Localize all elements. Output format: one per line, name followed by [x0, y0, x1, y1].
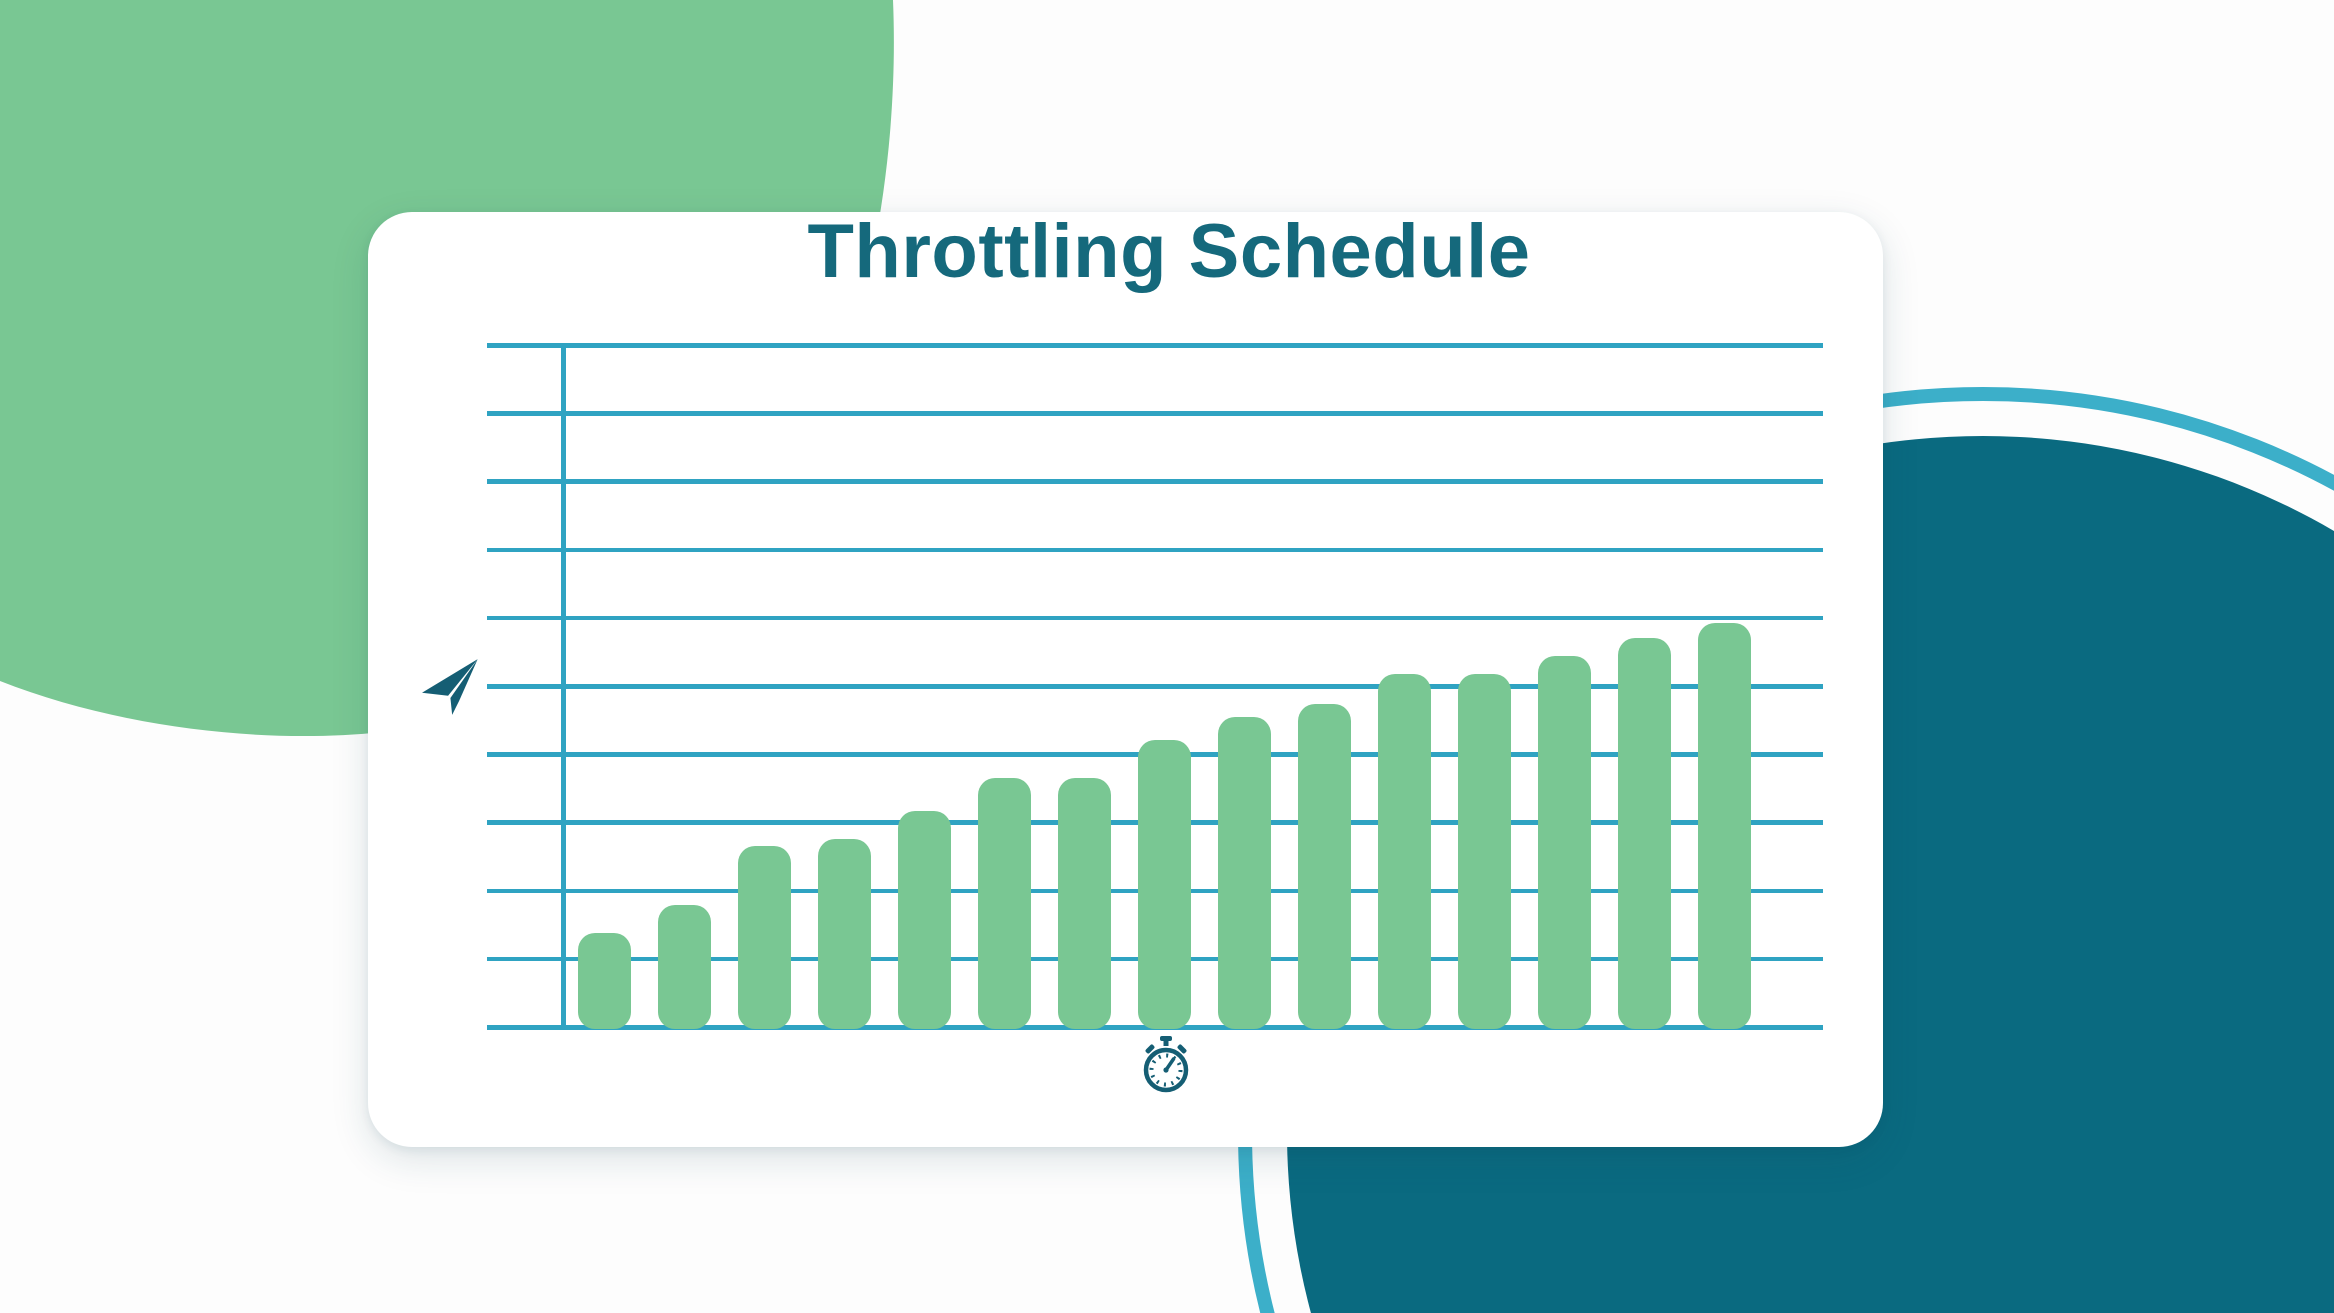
- paper-plane-icon: [422, 659, 478, 715]
- stopwatch-ticks: [1149, 1053, 1183, 1087]
- bar: [658, 904, 711, 1029]
- bar: [1298, 704, 1351, 1029]
- stopwatch-left-nub: [1145, 1044, 1155, 1054]
- bar: [1058, 778, 1111, 1029]
- bar: [978, 778, 1031, 1029]
- bar: [1538, 655, 1591, 1029]
- bar: [578, 932, 631, 1029]
- bar: [1138, 739, 1191, 1029]
- bar: [1218, 717, 1271, 1029]
- bar-chart: [368, 212, 1883, 1147]
- page-title: Throttling Schedule: [807, 209, 1531, 294]
- bar: [1618, 638, 1671, 1029]
- stopwatch-right-nub: [1177, 1044, 1187, 1054]
- bar: [738, 846, 791, 1029]
- stopwatch-stem: [1163, 1039, 1169, 1046]
- paper-plane-body: [450, 659, 478, 715]
- bar: [1698, 623, 1751, 1029]
- chart-card: Throttling Schedule: [368, 209, 1883, 1147]
- gridline: [487, 411, 1823, 416]
- bar: [1378, 673, 1431, 1029]
- stopwatch-icon: [1143, 1036, 1189, 1093]
- paper-plane-wing: [422, 659, 478, 696]
- bar: [818, 838, 871, 1029]
- bar: [898, 810, 951, 1029]
- gridline: [487, 343, 1823, 348]
- gridline: [487, 547, 1823, 553]
- gridline: [487, 615, 1823, 621]
- gridline: [487, 479, 1823, 484]
- gridline: [487, 684, 1823, 689]
- stopwatch-center-dot: [1163, 1067, 1169, 1073]
- bar: [1458, 673, 1511, 1029]
- stopwatch-bezel: [1143, 1047, 1189, 1093]
- stopwatch-button: [1160, 1036, 1172, 1041]
